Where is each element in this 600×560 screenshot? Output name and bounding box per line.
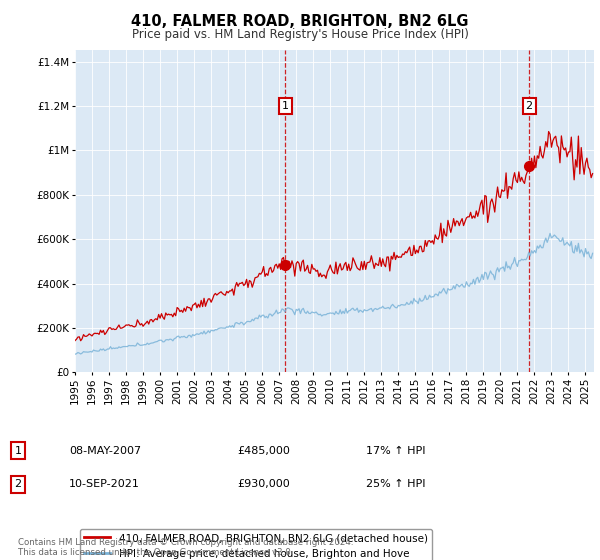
Text: 08-MAY-2007: 08-MAY-2007 — [69, 446, 141, 456]
Text: Price paid vs. HM Land Registry's House Price Index (HPI): Price paid vs. HM Land Registry's House … — [131, 28, 469, 41]
Legend: 410, FALMER ROAD, BRIGHTON, BN2 6LG (detached house), HPI: Average price, detach: 410, FALMER ROAD, BRIGHTON, BN2 6LG (det… — [80, 529, 432, 560]
Text: 17% ↑ HPI: 17% ↑ HPI — [366, 446, 425, 456]
Text: Contains HM Land Registry data © Crown copyright and database right 2024.
This d: Contains HM Land Registry data © Crown c… — [18, 538, 353, 557]
Text: 410, FALMER ROAD, BRIGHTON, BN2 6LG: 410, FALMER ROAD, BRIGHTON, BN2 6LG — [131, 14, 469, 29]
Text: £485,000: £485,000 — [237, 446, 290, 456]
Text: 2: 2 — [14, 479, 22, 489]
Text: £930,000: £930,000 — [237, 479, 290, 489]
Text: 1: 1 — [282, 101, 289, 111]
Text: 10-SEP-2021: 10-SEP-2021 — [69, 479, 140, 489]
Text: 2: 2 — [526, 101, 533, 111]
Text: 1: 1 — [14, 446, 22, 456]
Text: 25% ↑ HPI: 25% ↑ HPI — [366, 479, 425, 489]
